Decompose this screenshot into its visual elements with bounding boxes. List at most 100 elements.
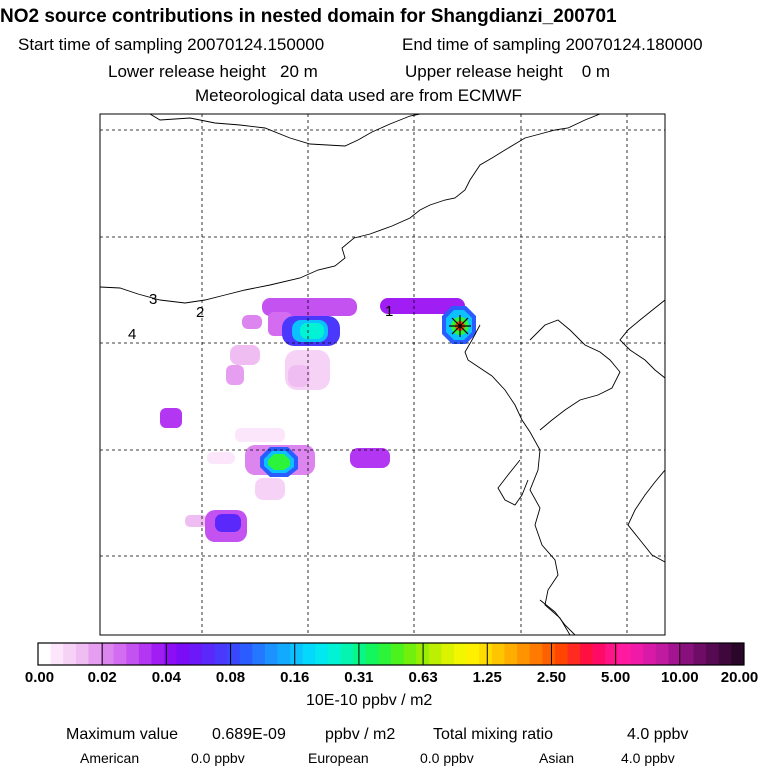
colorbar-cell [101,643,115,665]
colorbar-cell [164,643,178,665]
colorbar-cell [580,643,594,665]
colorbar-cell [454,643,468,665]
plume-blob [268,454,290,470]
colorbar-cell [50,643,64,665]
colorbar-cell [403,643,417,665]
colorbar-tick-label: 0.00 [24,669,55,686]
colorbar-cell [353,643,367,665]
colorbar-cell [227,643,241,665]
colorbar-cell [201,643,215,665]
colorbar-cell [391,643,405,665]
colorbar-cell [731,643,745,665]
plume-blob [300,323,324,339]
station-label: 3 [149,291,157,308]
colorbar-cell [693,643,707,665]
plume-blob [215,514,241,532]
plume-blob [255,478,285,500]
source-asian-value: 4.0 ppbv [621,750,675,766]
lower-release-height-label: Lower release height 20 m [108,62,318,81]
colorbar-cell [63,643,77,665]
colorbar-cell [239,643,253,665]
colorbar-cell [668,643,682,665]
plume-blob [262,298,357,316]
station-label: 4 [128,326,136,343]
colorbar-cell [617,643,631,665]
colorbar-cell [605,643,619,665]
station-label: 2 [196,304,204,321]
meteorological-data-label: Meteorological data used are from ECMWF [195,86,522,105]
total-mixing-ratio-label: Total mixing ratio [433,726,554,743]
colorbar-cell [378,643,392,665]
max-value-label: Maximum value [66,726,179,743]
station-marker-icon [449,315,471,337]
colorbar-tick-label: 0.04 [151,669,181,686]
plume-blob [207,452,235,464]
plume-blob [288,365,310,387]
colorbar-cell [706,643,720,665]
end-time-label: End time of sampling 20070124.180000 [402,35,703,54]
colorbar-cell [315,643,329,665]
colorbar-cell [327,643,341,665]
plume-blob [185,515,207,527]
plume-blob [242,315,262,329]
source-american-name: American [80,750,140,766]
colorbar-cell [290,643,304,665]
colorbar-cell [428,643,442,665]
colorbar-tick-label: 0.02 [87,669,117,686]
colorbar-cell [592,643,606,665]
max-value-unit: ppbv / m2 [325,726,396,743]
max-value: 0.689E-09 [212,726,286,743]
colorbar-cell [529,643,543,665]
colorbar-cell [680,643,694,665]
colorbar-cell [718,643,732,665]
upper-release-height-label: Upper release height 0 m [405,62,611,81]
colorbar-cell [655,643,669,665]
colorbar-cell [252,643,266,665]
colorbar-cell [340,643,354,665]
colorbar-cell [643,643,657,665]
colorbar-cell [504,643,518,665]
coastlines [100,114,665,635]
colorbar-cell [264,643,278,665]
plume-blob [230,345,260,365]
colorbar-cell [88,643,102,665]
colorbar-cell [491,643,505,665]
map-frame [99,113,666,636]
colorbar-cell [113,643,127,665]
colorbar-cell [365,643,379,665]
plume-blob [380,298,465,314]
colorbar-cell [277,643,291,665]
plume-blob [350,448,390,468]
colorbar-tick-label: 20.00 [720,669,759,686]
colorbar-tick-label: 5.00 [601,669,631,686]
plume-blob [235,428,285,442]
colorbar-tick-label: 0.63 [408,669,438,686]
colorbar-unit-label: 10E-10 ppbv / m2 [306,692,433,709]
colorbar-cell [75,643,89,665]
plume-blob [160,408,182,428]
total-mixing-ratio-value: 4.0 ppbv [627,726,689,743]
source-european-name: European [308,750,369,766]
colorbar-cell [138,643,152,665]
colorbar-cell [466,643,480,665]
colorbar-tick-label: 2.50 [536,669,567,686]
colorbar-cell [176,643,190,665]
colorbar-cell [554,643,568,665]
colorbar-cell [567,643,581,665]
start-time-label: Start time of sampling 20070124.150000 [18,35,325,54]
station-label: 1 [385,303,393,320]
plume-field [160,298,476,542]
plume-blob [226,365,244,385]
colorbar-cell [441,643,455,665]
source-american-value: 0.0 ppbv [191,750,245,766]
colorbar-cell [302,643,316,665]
colorbar-tick-label: 10.00 [661,669,699,686]
colorbar-cell [214,643,228,665]
colorbar-cell [479,643,493,665]
colorbar-cell [517,643,531,665]
colorbar-cell [151,643,165,665]
colorbar-cell [38,643,52,665]
colorbar-tick-label: 1.25 [472,669,502,686]
